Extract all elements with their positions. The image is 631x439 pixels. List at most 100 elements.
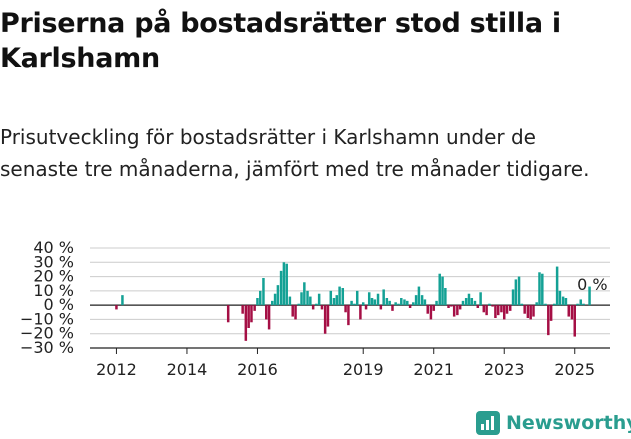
bar xyxy=(273,293,277,306)
bar xyxy=(259,290,262,306)
chart-title: Priserna på bostadsrätter stod stilla i … xyxy=(0,8,561,74)
bar xyxy=(452,305,456,317)
bar xyxy=(502,305,506,320)
bar-chart: −30 %−20 %−10 %0 %10 %20 %30 %40 %2012 20… xyxy=(20,238,610,379)
bar xyxy=(450,305,453,307)
bar xyxy=(367,292,371,306)
bar-chart-icon xyxy=(476,411,500,435)
bar xyxy=(505,305,509,314)
bar xyxy=(256,298,259,306)
bar xyxy=(555,266,559,306)
bar xyxy=(320,305,324,310)
bar xyxy=(570,305,574,320)
bar xyxy=(406,300,409,306)
bar xyxy=(353,303,356,306)
bar xyxy=(426,305,429,314)
bar xyxy=(529,305,532,320)
bar xyxy=(488,303,491,306)
bar xyxy=(461,300,465,306)
bar xyxy=(306,290,309,306)
bar xyxy=(370,298,374,306)
bar xyxy=(412,302,415,306)
bar xyxy=(558,290,562,306)
bar xyxy=(335,295,339,306)
bar xyxy=(408,305,412,308)
bar xyxy=(482,305,486,313)
y-tick-label: 20 % xyxy=(33,267,74,286)
bar xyxy=(329,290,333,306)
bar xyxy=(262,278,265,306)
bar xyxy=(579,299,582,306)
bar xyxy=(494,305,497,318)
bar xyxy=(535,302,538,306)
bar xyxy=(385,298,389,306)
bar xyxy=(276,285,280,306)
bar xyxy=(361,302,365,306)
bar xyxy=(549,305,553,321)
bar xyxy=(532,305,535,317)
bar xyxy=(435,300,438,306)
bar xyxy=(397,303,400,306)
bar xyxy=(464,298,468,306)
bar xyxy=(432,305,435,311)
bar xyxy=(576,303,579,306)
bar xyxy=(326,305,330,327)
bar xyxy=(311,305,315,310)
bar xyxy=(564,298,568,306)
bar xyxy=(541,273,544,306)
bar xyxy=(491,305,494,307)
x-tick-label: 2023 xyxy=(484,360,525,379)
bar xyxy=(350,300,353,306)
bar xyxy=(391,305,394,311)
bar xyxy=(476,305,480,308)
bar xyxy=(417,286,421,306)
bar xyxy=(226,305,230,323)
y-tick-label: 0 % xyxy=(44,295,74,314)
bar xyxy=(253,305,256,311)
bar xyxy=(288,296,292,306)
bar xyxy=(523,305,526,314)
bar xyxy=(388,300,391,306)
latest-value-label: 0 % xyxy=(577,275,607,294)
bar xyxy=(429,305,433,320)
bar xyxy=(561,296,565,306)
bar xyxy=(479,292,482,306)
y-tick-label: 30 % xyxy=(33,252,74,271)
bar xyxy=(265,305,268,320)
bar xyxy=(267,305,271,330)
bar xyxy=(514,279,518,306)
bar xyxy=(297,303,300,306)
bar xyxy=(394,302,397,306)
bar xyxy=(244,305,248,341)
bar xyxy=(444,288,447,306)
bar xyxy=(403,299,406,306)
bar xyxy=(573,305,576,337)
bar xyxy=(309,296,312,306)
bar xyxy=(485,305,488,316)
bar xyxy=(458,305,462,310)
bar xyxy=(538,272,541,306)
bar xyxy=(467,293,471,306)
bar xyxy=(300,292,303,306)
brand-name: Newsworthy xyxy=(506,412,631,434)
bar xyxy=(588,286,591,306)
bar xyxy=(544,303,547,306)
bar xyxy=(553,303,556,306)
bar xyxy=(414,295,418,306)
bar xyxy=(282,262,286,306)
bar xyxy=(279,270,283,306)
bar xyxy=(500,305,503,313)
bar xyxy=(323,305,327,334)
x-tick-label: 2021 xyxy=(413,360,454,379)
bar xyxy=(456,305,459,316)
bar xyxy=(520,303,524,306)
bar xyxy=(400,298,403,306)
bar xyxy=(373,299,377,306)
bar xyxy=(511,289,515,306)
bar xyxy=(291,305,294,317)
bar xyxy=(250,305,253,323)
bar xyxy=(121,295,124,306)
bar xyxy=(438,273,441,306)
y-tick-label: 10 % xyxy=(33,281,74,300)
bar xyxy=(364,305,368,310)
